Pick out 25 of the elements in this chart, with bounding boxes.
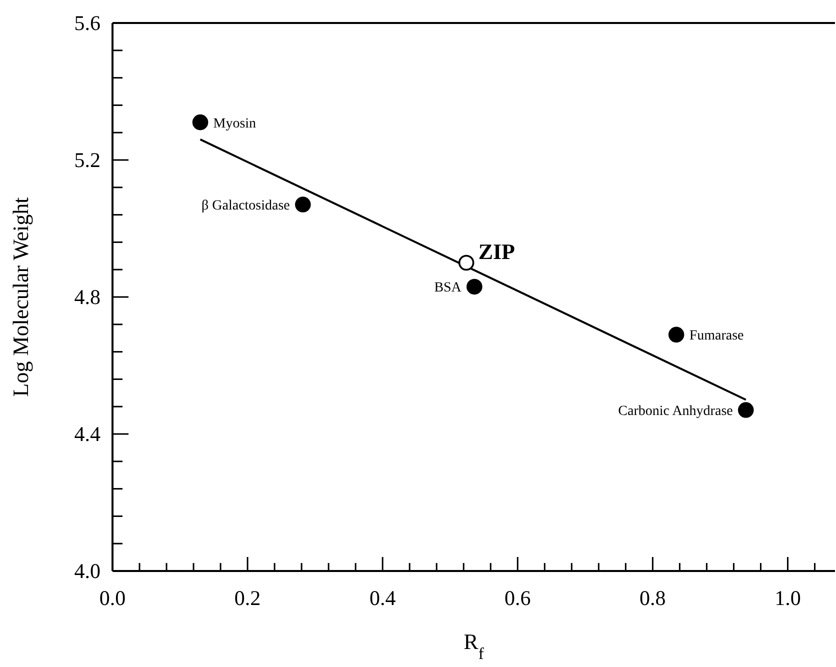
- y-axis-title: Log Molecular Weight: [8, 197, 33, 397]
- x-axis-title: R$_{f}$: [464, 629, 484, 662]
- y-tick-label: 5.2: [74, 148, 100, 172]
- x-tick-label: 1.0: [774, 586, 801, 610]
- y-tick-label: 4.0: [74, 559, 100, 583]
- y-tick-label: 4.8: [74, 285, 100, 309]
- annotation: BSA: [434, 280, 462, 296]
- point: [192, 114, 208, 130]
- point: [295, 196, 311, 212]
- annotation: Fumarase: [689, 328, 744, 344]
- annotation: Carbonic Anhydrase: [618, 404, 733, 420]
- x-tick-label: 0.0: [99, 586, 126, 610]
- x-tick-label: 0.4: [369, 586, 396, 610]
- y-tick-label: 4.4: [74, 422, 101, 446]
- annotation: β Galactosidase: [202, 198, 290, 214]
- point: [458, 254, 474, 271]
- annotation: Myosin: [213, 116, 256, 132]
- x-tick-label: 0.2: [234, 586, 261, 610]
- y-tick-label: 5.6: [74, 11, 100, 35]
- series-label: ZIP: [478, 238, 516, 264]
- point: [466, 278, 482, 295]
- x-tick-label: 0.8: [640, 586, 666, 610]
- point: [668, 326, 684, 343]
- point: [738, 402, 754, 418]
- x-tick-label: 0.6: [504, 586, 531, 610]
